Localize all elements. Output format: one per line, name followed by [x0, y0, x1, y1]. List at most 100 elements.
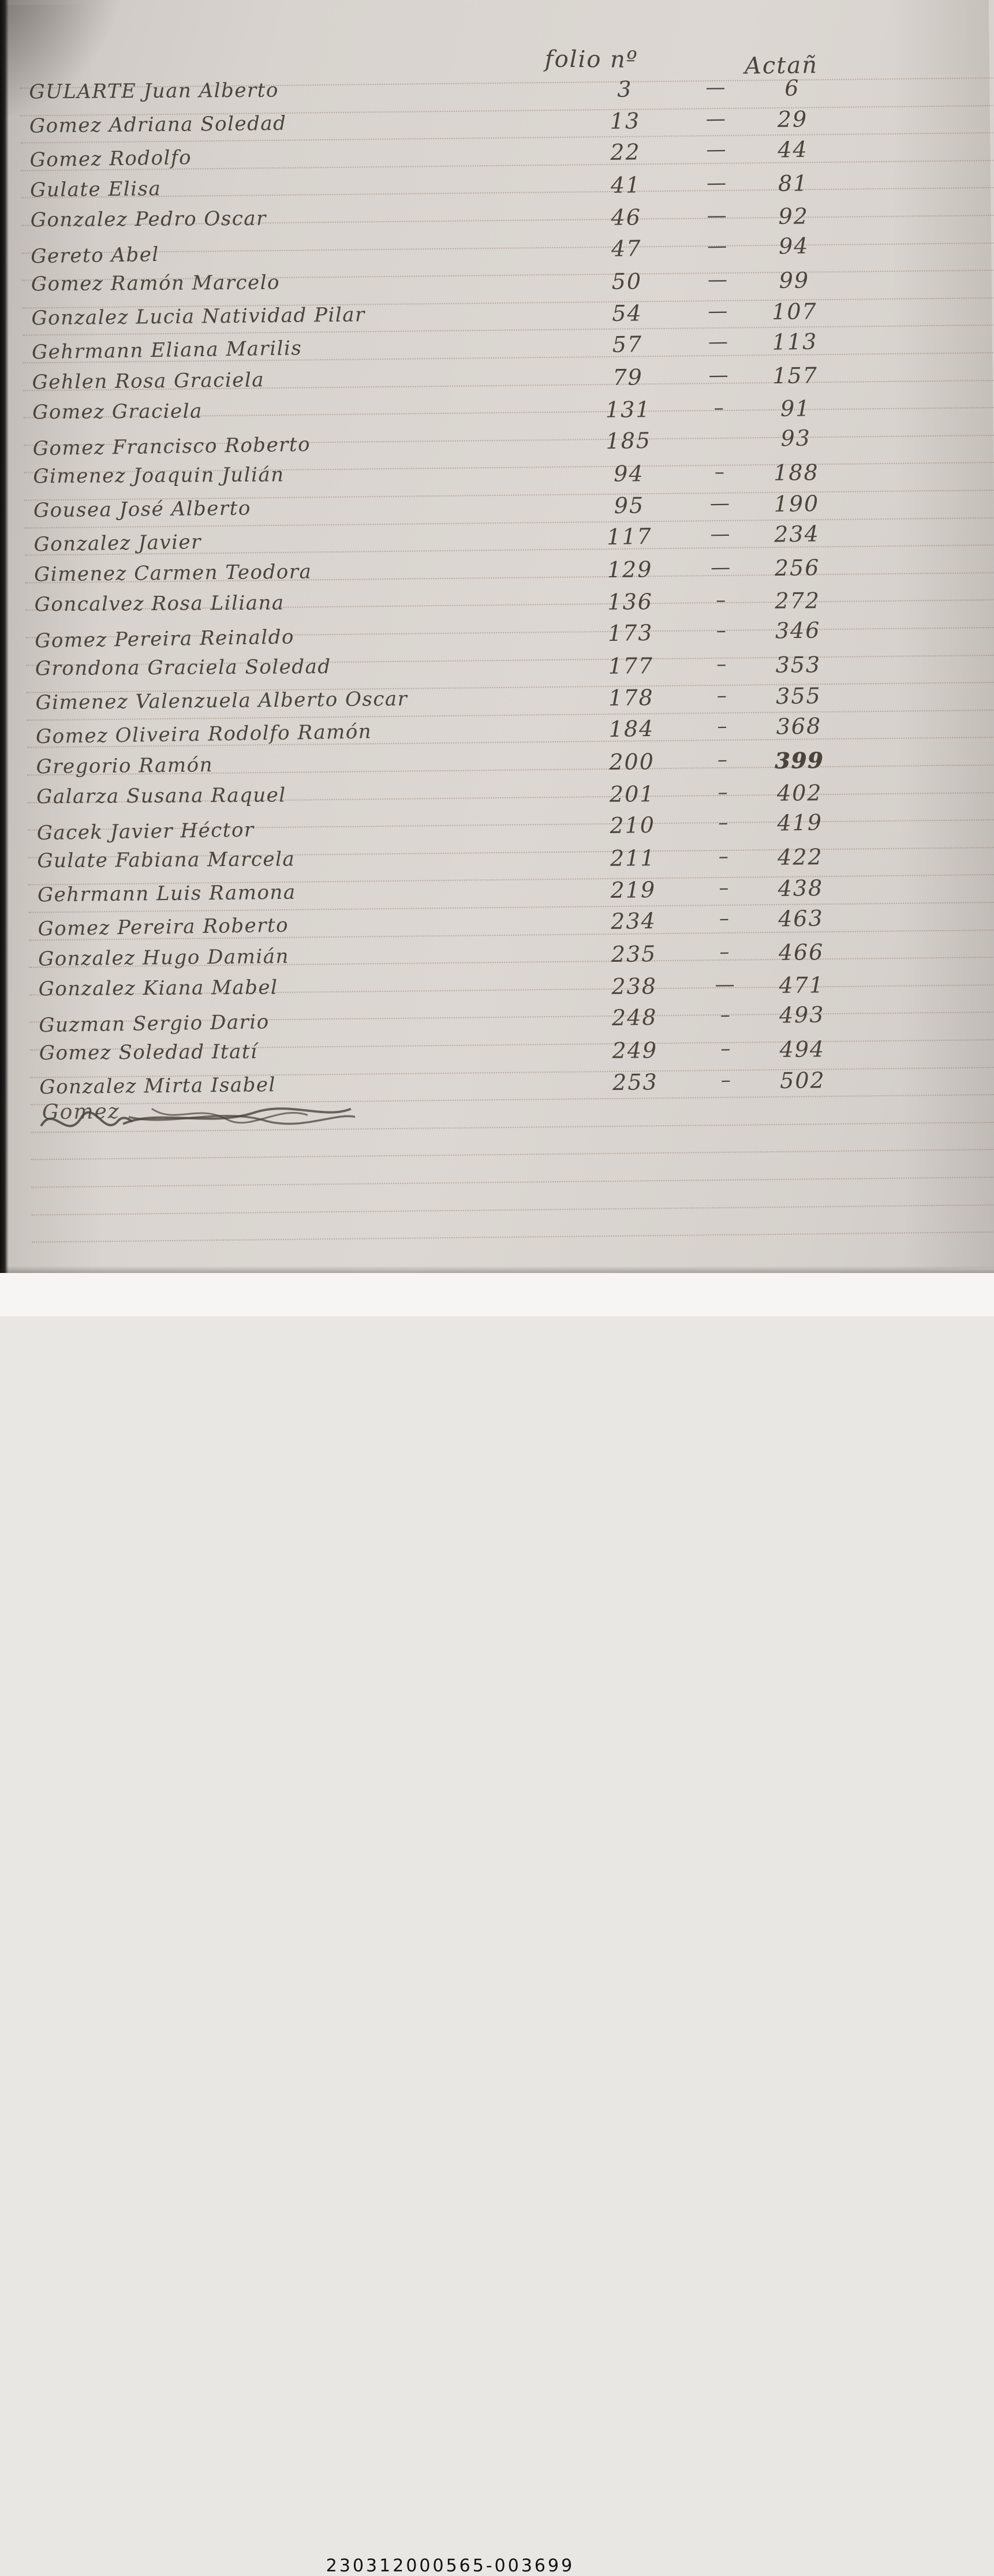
entry-acta: 399: [774, 746, 824, 774]
entry-name: Gomez Adriana Soledad: [29, 111, 287, 137]
entry-folio: 210: [610, 812, 656, 838]
entry-acta: 353: [775, 652, 821, 678]
entry-acta: 107: [771, 298, 817, 324]
crossed-out-entry: Gomez: [40, 1097, 401, 1153]
entry-name: Gimenez Valenzuela Alberto Oscar: [35, 687, 408, 714]
entry-name: Gulate Elisa: [29, 177, 162, 201]
entry-folio: 248: [611, 1004, 657, 1031]
entry-name: Gomez Francisco Roberto: [32, 432, 311, 460]
entry-dash: –: [714, 460, 725, 484]
scribble-strokes: [40, 1107, 356, 1128]
entry-name: Gacek Javier Héctor: [36, 818, 255, 845]
entry-folio: 13: [610, 107, 641, 134]
entry-name: Gehrmann Eliana Marilis: [31, 337, 302, 364]
entry-name: Gousea José Alberto: [33, 496, 252, 522]
entry-name: Gomez Pereira Reinaldo: [35, 625, 295, 652]
entry-acta: 81: [778, 170, 809, 196]
entry-name: Gonzalez Lucia Natividad Pilar: [31, 303, 365, 330]
left-scan-edge: [0, 0, 9, 1273]
entry-dash: –: [718, 845, 728, 868]
entry-dash: —: [707, 204, 727, 227]
entry-dash: —: [706, 171, 727, 195]
entry-folio: 235: [611, 940, 657, 967]
entry-name: Gonzalez Pedro Oscar: [30, 207, 267, 232]
entry-folio: 129: [607, 556, 653, 583]
entry-folio: 136: [607, 589, 653, 615]
entry-dash: –: [718, 781, 728, 804]
entry-folio: 94: [614, 461, 644, 487]
entry-folio: 47: [611, 235, 642, 262]
entry-acta: 355: [775, 682, 821, 709]
entry-name: Goncalvez Rosa Liliana: [34, 591, 285, 617]
entry-name: Gonzalez Hugo Damián: [38, 944, 290, 970]
entry-acta: 471: [779, 972, 825, 998]
entry-dash: —: [707, 234, 727, 257]
entry-dash: –: [718, 811, 728, 834]
entry-acta: 502: [779, 1067, 825, 1093]
entry-folio: 41: [610, 171, 641, 198]
column-header-folio: folio nº: [544, 46, 638, 73]
entry-name: Galarza Susana Raquel: [36, 783, 286, 809]
footer-code: 230312000565-003699: [326, 2556, 575, 2576]
entry-dash: —: [705, 107, 726, 130]
entry-dash: –: [716, 652, 727, 676]
entry-name: Guzman Sergio Dario: [38, 1010, 270, 1037]
entry-name: Gehrmann Luis Ramona: [37, 880, 296, 906]
entry-dash: —: [709, 491, 730, 515]
entry-dash: —: [710, 522, 730, 546]
ledger-rows: GULARTE Juan Alberto 3 — 6 Gomez Adriana…: [0, 0, 989, 1099]
entry-folio: 95: [614, 492, 645, 518]
entry-folio: 177: [608, 653, 654, 679]
entry-folio: 3: [617, 76, 633, 102]
entry-acta: 93: [780, 425, 812, 451]
entry-folio: 185: [606, 427, 652, 454]
entry-acta: 438: [778, 875, 824, 901]
entry-acta: 422: [777, 844, 823, 870]
entry-dash: –: [719, 940, 730, 964]
ruled-lines: [0, 0, 994, 1243]
entry-folio: 57: [612, 331, 643, 357]
entry-folio: 253: [612, 1069, 658, 1095]
entry-folio: 117: [606, 523, 653, 550]
entry-acta: 256: [774, 554, 820, 581]
entry-folio: 249: [612, 1037, 658, 1063]
entry-acta: 463: [778, 905, 824, 932]
entry-acta: 44: [777, 136, 808, 163]
entry-acta: 272: [775, 588, 821, 614]
entry-folio: 79: [612, 364, 644, 390]
entry-dash: —: [708, 363, 728, 387]
entry-dash: —: [715, 973, 735, 996]
entry-name: Gehlen Rosa Graciela: [32, 368, 265, 394]
page-edge-shadow: [0, 1266, 994, 1273]
entry-dash: —: [705, 76, 726, 99]
entry-acta: 466: [778, 939, 824, 965]
entry-acta: 29: [777, 106, 808, 132]
entry-dash: —: [710, 555, 731, 579]
entry-folio: 173: [607, 619, 653, 646]
entry-acta: 190: [773, 490, 820, 517]
entry-name: Gomez Ramón Marcelo: [31, 271, 281, 296]
entry-folio: 22: [610, 139, 641, 165]
entry-folio: 178: [608, 684, 654, 711]
entry-dash: –: [720, 1003, 730, 1026]
entry-acta: 6: [784, 75, 800, 101]
entry-name: GULARTE Juan Alberto: [29, 79, 279, 104]
entry-acta: 91: [780, 395, 811, 421]
entry-name: Gonzalez Javier: [33, 530, 202, 557]
entry-acta: 494: [779, 1036, 825, 1062]
entry-dash: –: [717, 714, 727, 738]
entry-name: Gomez Oliveira Rodolfo Ramón: [35, 720, 372, 749]
scanned-notebook-page: folio nº Actañ GULARTE Juan Alberto 3 — …: [0, 0, 994, 1273]
entry-dash: —: [706, 137, 726, 162]
entry-folio: 46: [611, 204, 642, 230]
ruled-line: [31, 1204, 994, 1216]
entry-name: Gomez Soledad Itatí: [39, 1040, 258, 1065]
entry-dash: –: [717, 748, 728, 771]
entry-acta: 92: [778, 203, 809, 229]
entry-name: Gimenez Carmen Teodora: [33, 559, 312, 586]
entry-acta: 234: [773, 521, 820, 547]
entry-acta: 346: [775, 617, 821, 644]
entry-folio: 201: [609, 781, 655, 807]
entry-folio: 200: [609, 748, 655, 775]
entry-name: Gonzalez Kiana Mabel: [38, 976, 278, 1001]
